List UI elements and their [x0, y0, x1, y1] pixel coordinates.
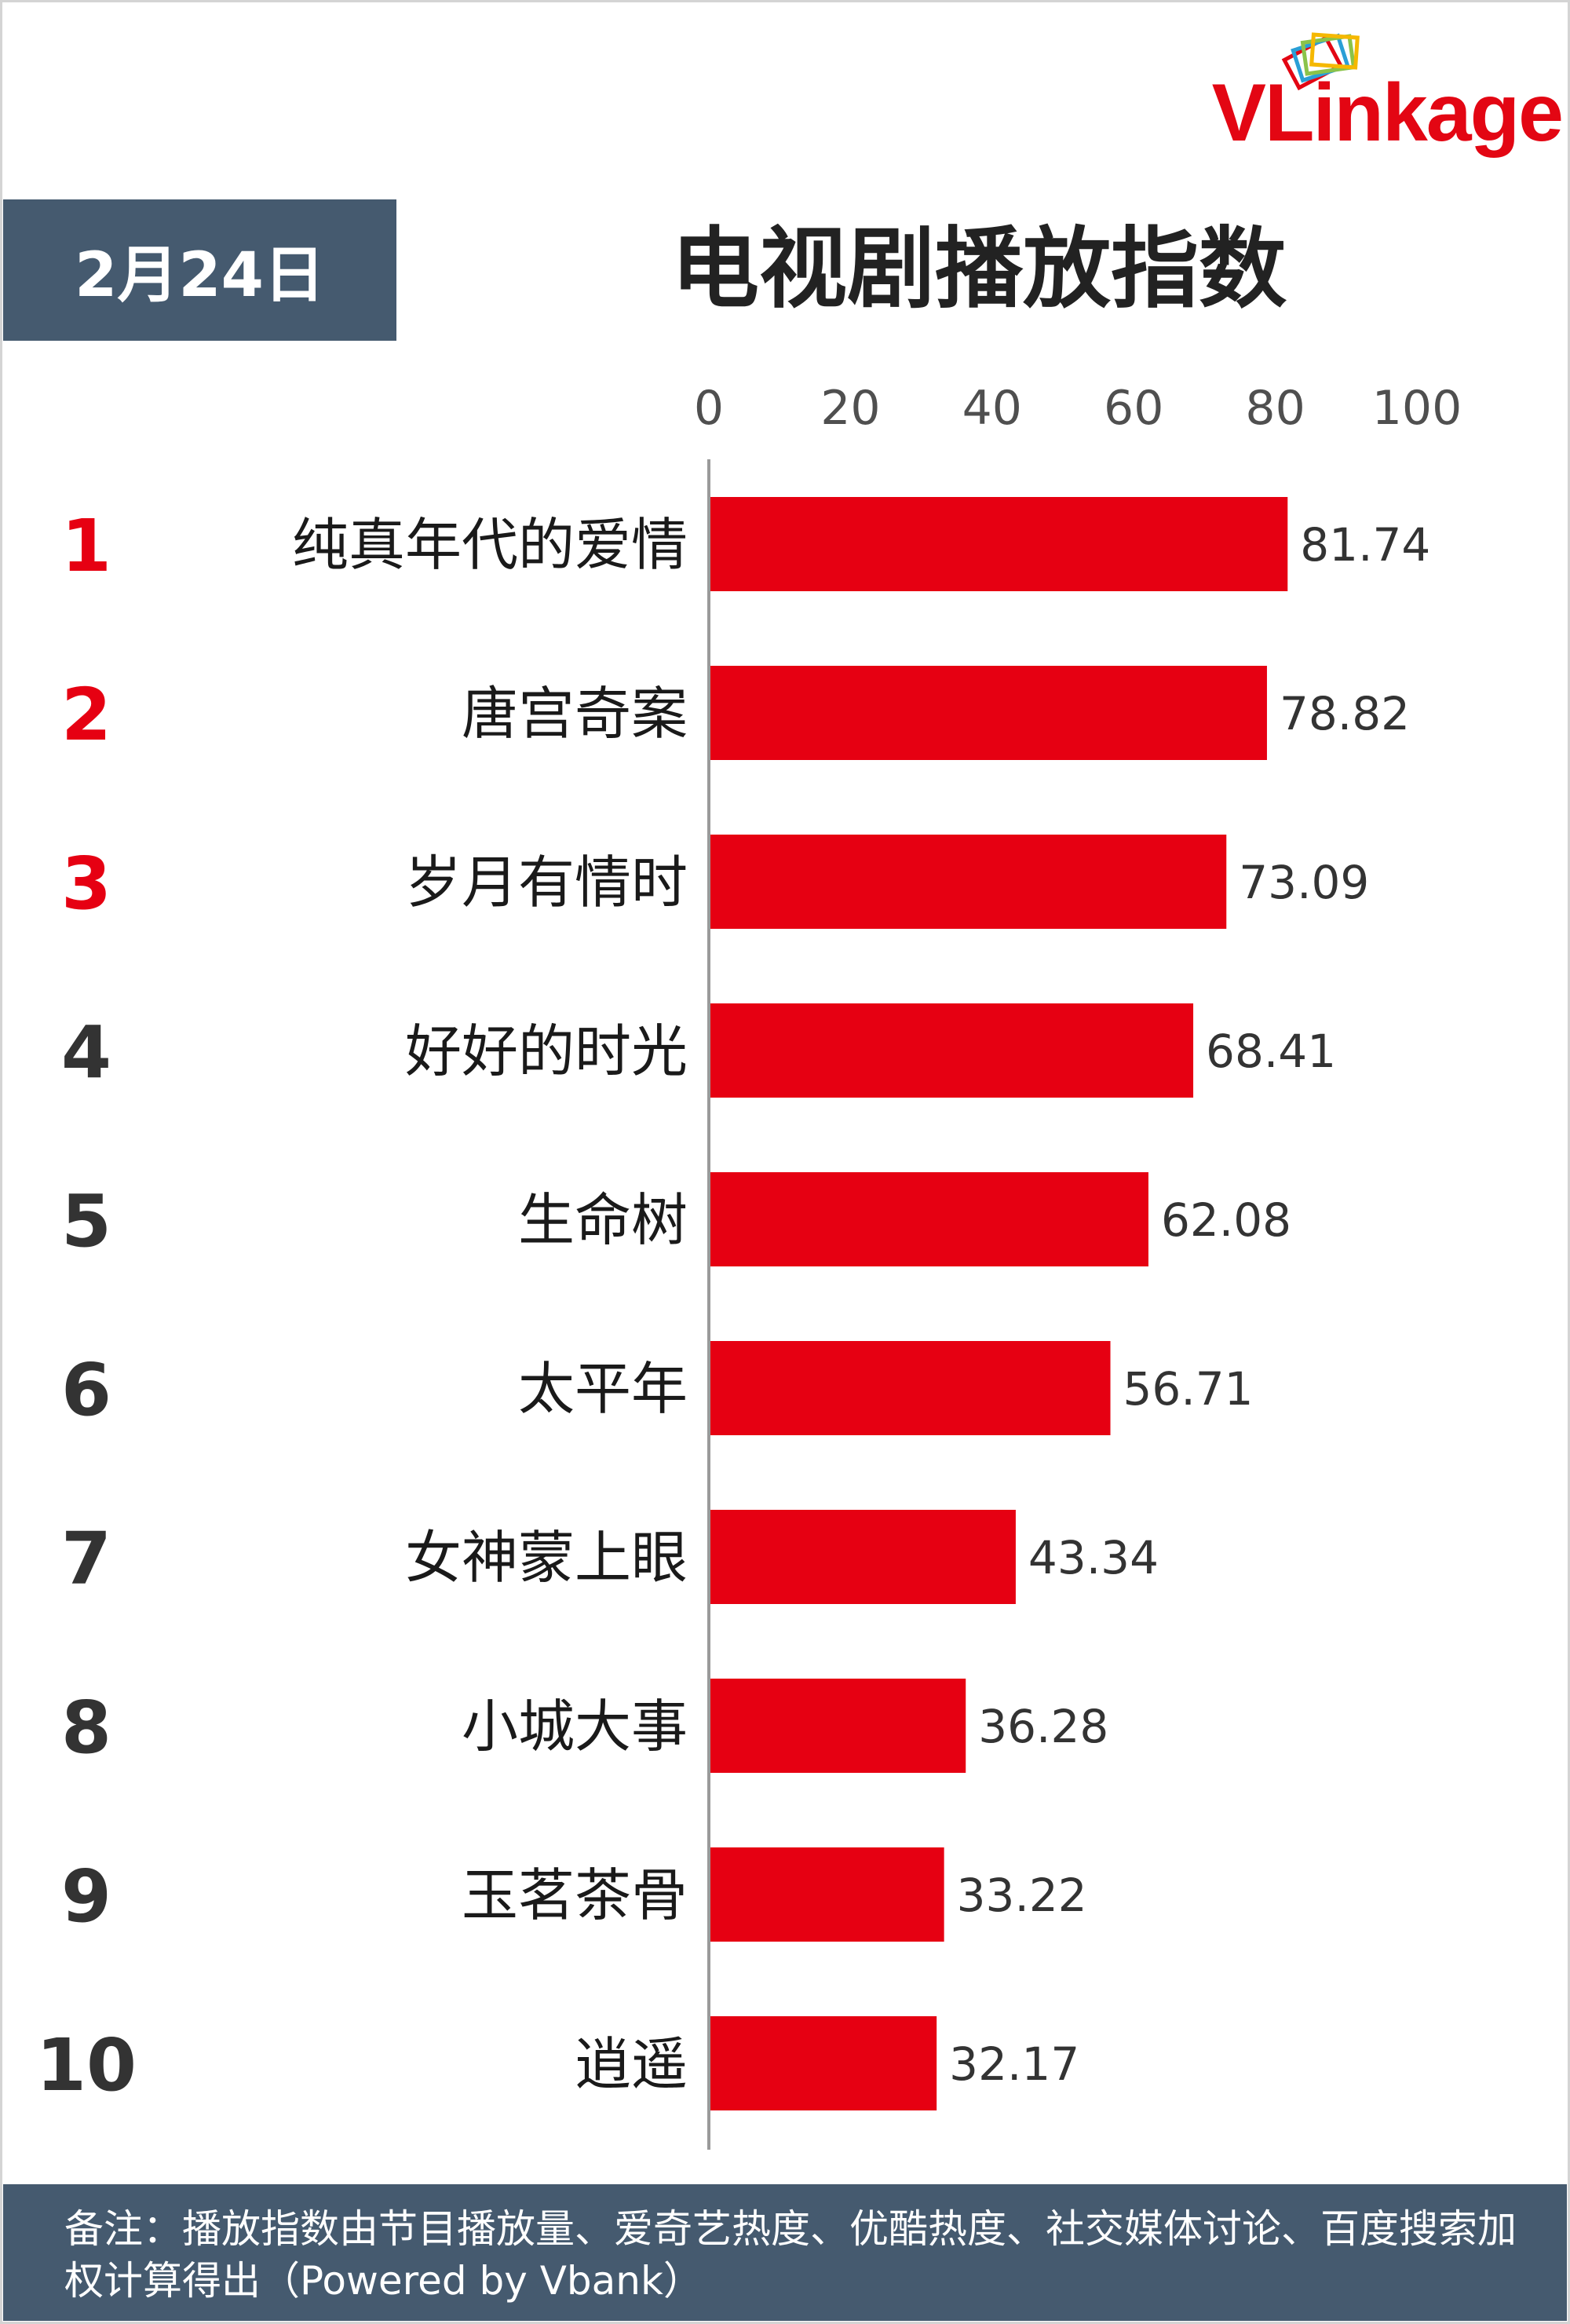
- brand-name: VLinkage: [1211, 68, 1564, 159]
- data-label: 56.71: [1123, 1362, 1254, 1416]
- x-tick-label: 0: [694, 381, 724, 436]
- category-label: 岁月有情时: [405, 850, 688, 915]
- rank-label: 2: [61, 673, 111, 757]
- bar: [709, 1510, 1016, 1604]
- bar: [709, 666, 1267, 760]
- category-label: 太平年: [518, 1356, 688, 1422]
- bar: [709, 2016, 937, 2110]
- data-label: 36.28: [978, 1700, 1108, 1753]
- category-label: 逍遥: [575, 2031, 688, 2097]
- rank-label: 9: [61, 1854, 111, 1938]
- chart-title: 电视剧播放指数: [671, 218, 1287, 320]
- bar: [709, 1172, 1148, 1266]
- bar: [709, 1341, 1111, 1435]
- category-label: 好好的时光: [405, 1018, 688, 1084]
- bar-chart: 0 20 40 60 80 100 81.74 纯真年代的爱情 1 78.82 唐宫奇案 2 73.09…: [36, 381, 1462, 2150]
- x-tick-label: 80: [1245, 381, 1305, 436]
- logo-mark-icon: [1281, 32, 1360, 91]
- data-label: 73.09: [1239, 856, 1369, 909]
- rank-label: 1: [61, 504, 111, 588]
- rank-label: 3: [61, 842, 111, 926]
- bar: [709, 497, 1288, 591]
- rank-label: 8: [61, 1686, 111, 1770]
- rank-label: 10: [36, 2023, 137, 2107]
- category-label: 女神蒙上眼: [405, 1525, 688, 1591]
- x-tick-label: 20: [820, 381, 880, 436]
- rank-label: 6: [61, 1348, 111, 1432]
- category-label: 纯真年代的爱情: [292, 512, 688, 578]
- bar: [709, 1847, 944, 1942]
- rank-label: 5: [61, 1179, 111, 1263]
- category-label: 小城大事: [462, 1694, 688, 1759]
- rank-label: 7: [61, 1517, 111, 1601]
- brand-logo: VLinkage: [1193, 24, 1564, 173]
- data-label: 32.17: [949, 2037, 1079, 2091]
- bar: [709, 1679, 966, 1773]
- date-badge: 2月24日: [3, 199, 396, 341]
- data-label: 33.22: [957, 1869, 1087, 1922]
- x-tick-label: 40: [962, 381, 1022, 436]
- data-label: 81.74: [1300, 518, 1430, 572]
- category-label: 唐宫奇案: [462, 681, 688, 747]
- category-label: 玉茗茶骨: [462, 1862, 688, 1928]
- data-label: 62.08: [1161, 1193, 1291, 1247]
- footnote: 备注：播放指数由节目播放量、爱奇艺热度、优酷热度、社交媒体讨论、百度搜索加权计算…: [3, 2184, 1567, 2321]
- rank-label: 4: [61, 1010, 111, 1094]
- x-tick-label: 100: [1372, 381, 1462, 436]
- bar: [709, 1003, 1194, 1098]
- x-tick-label: 60: [1104, 381, 1163, 436]
- data-label: 43.34: [1028, 1531, 1159, 1584]
- data-label: 68.41: [1206, 1025, 1336, 1078]
- data-label: 78.82: [1280, 687, 1410, 740]
- category-label: 生命树: [518, 1187, 688, 1253]
- bar: [709, 835, 1227, 929]
